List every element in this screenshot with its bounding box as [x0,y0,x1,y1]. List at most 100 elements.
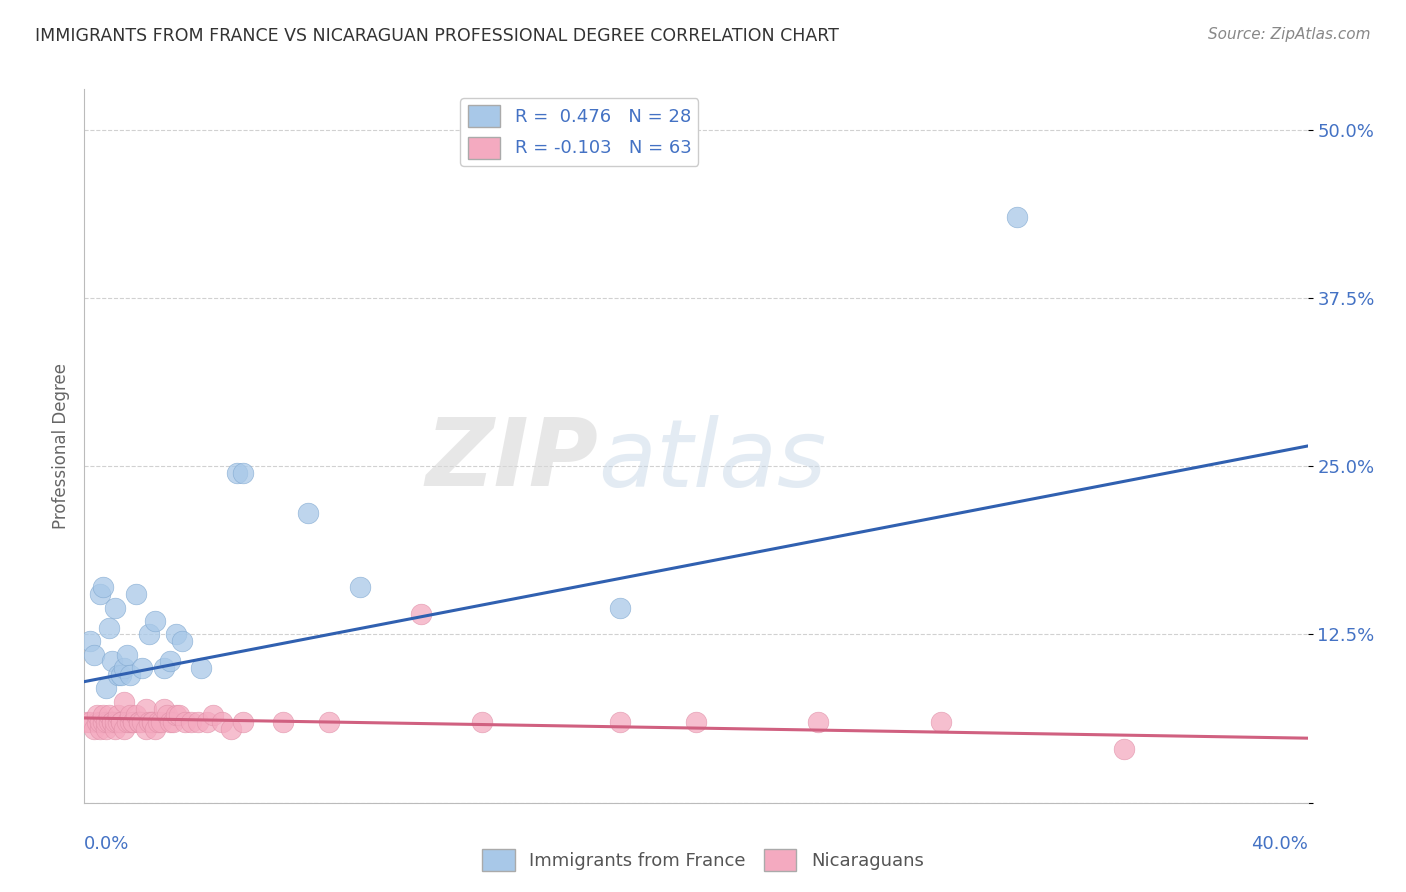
Point [609,714,631,729]
Text: IMMIGRANTS FROM FRANCE VS NICARAGUAN PROFESSIONAL DEGREE CORRELATION CHART: IMMIGRANTS FROM FRANCE VS NICARAGUAN PRO… [35,27,839,45]
Text: ZIP: ZIP [425,414,598,507]
Point [112,661,135,675]
Point [83,722,105,736]
Point [101,655,124,669]
Point [101,714,124,729]
Point [232,466,254,480]
Text: Source: ZipAtlas.com: Source: ZipAtlas.com [1208,27,1371,42]
Point [929,714,952,729]
Point [120,668,142,682]
Point [135,722,157,736]
Point [112,722,135,736]
Point [174,714,197,729]
Point [180,714,202,729]
Point [97,708,120,723]
Y-axis label: Professional Degree: Professional Degree [52,363,70,529]
Text: 40.0%: 40.0% [1251,835,1308,853]
Point [159,655,181,669]
Point [471,714,494,729]
Point [128,714,150,729]
Point [807,714,830,729]
Point [135,701,157,715]
Point [122,714,145,729]
Point [110,714,132,729]
Point [76,714,98,729]
Point [226,466,249,480]
Point [94,722,117,736]
Point [120,714,142,729]
Point [115,714,138,729]
Point [86,708,108,723]
Point [162,714,184,729]
Point [125,708,148,723]
Text: atlas: atlas [598,415,827,506]
Point [107,668,129,682]
Point [131,714,153,729]
Point [186,714,208,729]
Point [104,714,127,729]
Point [120,708,142,723]
Point [112,695,135,709]
Point [190,661,212,675]
Point [141,714,163,729]
Point [79,714,101,729]
Point [131,661,153,675]
Text: 0.0%: 0.0% [84,835,129,853]
Point [159,714,181,729]
Point [91,714,114,729]
Point [409,607,432,622]
Point [349,580,371,594]
Point [86,714,108,729]
Point [685,714,707,729]
Point [165,708,187,723]
Point [141,714,163,729]
Legend: R =  0.476   N = 28, R = -0.103   N = 63: R = 0.476 N = 28, R = -0.103 N = 63 [460,98,699,166]
Point [138,627,160,641]
Point [91,708,114,723]
Point [153,661,176,675]
Point [271,714,294,729]
Point [107,708,129,723]
Point [167,708,190,723]
Point [138,714,160,729]
Point [122,714,145,729]
Point [89,722,111,736]
Point [115,648,138,662]
Point [165,627,187,641]
Point [107,714,129,729]
Point [146,714,169,729]
Point [94,681,117,696]
Point [110,714,132,729]
Point [149,714,172,729]
Point [97,714,120,729]
Point [128,714,150,729]
Point [232,714,254,729]
Point [1114,742,1136,756]
Point [125,587,148,601]
Point [89,714,111,729]
Point [110,668,132,682]
Point [89,587,111,601]
Point [172,634,194,648]
Point [219,722,242,736]
Point [195,714,218,729]
Point [104,722,127,736]
Point [79,634,101,648]
Point [91,580,114,594]
Point [83,648,105,662]
Point [153,701,176,715]
Point [104,600,127,615]
Point [101,714,124,729]
Point [318,714,340,729]
Point [97,621,120,635]
Point [211,714,233,729]
Point [297,506,319,520]
Point [201,708,224,723]
Point [143,614,166,628]
Point [156,708,179,723]
Point [94,714,117,729]
Point [143,722,166,736]
Point [1005,210,1028,224]
Point [609,600,631,615]
Legend: Immigrants from France, Nicaraguans: Immigrants from France, Nicaraguans [475,842,931,879]
